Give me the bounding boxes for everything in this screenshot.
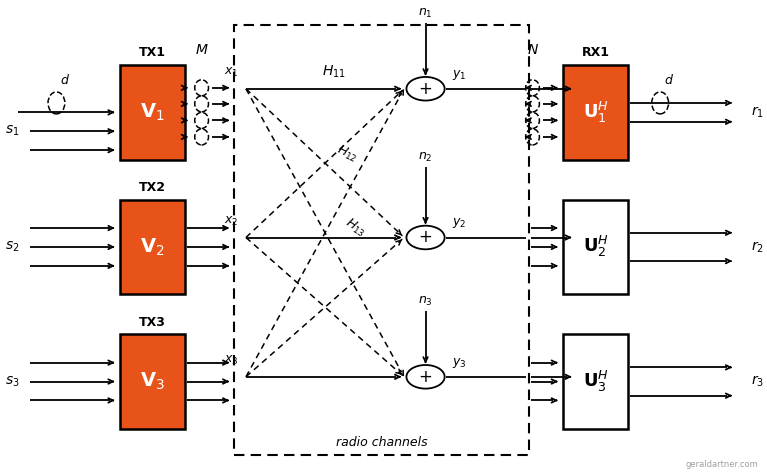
Text: $x_1$: $x_1$ (224, 66, 239, 79)
Text: $x_3$: $x_3$ (224, 354, 239, 367)
Text: $s_3$: $s_3$ (5, 374, 20, 389)
Text: $M$: $M$ (195, 43, 209, 57)
Text: $H_{11}$: $H_{11}$ (322, 64, 346, 80)
Text: RX1: RX1 (581, 47, 610, 59)
Text: $\mathbf{U}_1^H$: $\mathbf{U}_1^H$ (583, 100, 608, 125)
Circle shape (407, 226, 445, 249)
Text: radio channels: radio channels (336, 436, 427, 449)
Text: $\mathbf{V}_3$: $\mathbf{V}_3$ (140, 371, 165, 392)
Circle shape (407, 365, 445, 389)
Text: $r_3$: $r_3$ (751, 374, 764, 389)
Text: $\mathbf{V}_1$: $\mathbf{V}_1$ (140, 102, 165, 123)
Text: $+$: $+$ (419, 368, 433, 386)
Text: $d$: $d$ (61, 73, 71, 87)
Text: TX2: TX2 (139, 181, 166, 194)
Text: $y_2$: $y_2$ (453, 217, 466, 230)
Text: $x_2$: $x_2$ (224, 215, 239, 228)
Text: $+$: $+$ (419, 228, 433, 247)
Bar (563, 65, 628, 160)
Text: $N$: $N$ (526, 43, 538, 57)
Bar (235, 25, 528, 455)
Text: $H_{13}$: $H_{13}$ (341, 216, 368, 240)
Text: $\mathbf{V}_2$: $\mathbf{V}_2$ (140, 236, 165, 257)
Text: $n_1$: $n_1$ (418, 7, 433, 20)
Text: $r_1$: $r_1$ (751, 104, 764, 120)
Text: $y_1$: $y_1$ (453, 67, 467, 82)
Bar (563, 200, 628, 294)
Text: $+$: $+$ (419, 80, 433, 98)
Bar (120, 65, 185, 160)
Text: $n_2$: $n_2$ (418, 151, 433, 164)
Text: $\mathbf{U}_3^H$: $\mathbf{U}_3^H$ (583, 369, 608, 394)
Text: TX1: TX1 (139, 47, 166, 59)
Bar (120, 334, 185, 429)
Text: $s_2$: $s_2$ (5, 240, 20, 254)
Text: $s_1$: $s_1$ (5, 124, 20, 138)
Text: $n_3$: $n_3$ (418, 295, 433, 308)
Circle shape (407, 77, 445, 101)
Text: TX3: TX3 (139, 316, 166, 329)
Text: geraldartner.com: geraldartner.com (685, 460, 758, 469)
Bar (563, 334, 628, 429)
Bar (120, 200, 185, 294)
Text: $y_3$: $y_3$ (453, 356, 467, 370)
Text: $H_{12}$: $H_{12}$ (334, 142, 360, 165)
Text: $r_2$: $r_2$ (751, 239, 764, 255)
Text: $\mathbf{U}_2^H$: $\mathbf{U}_2^H$ (583, 234, 608, 259)
Text: $d$: $d$ (664, 73, 674, 87)
